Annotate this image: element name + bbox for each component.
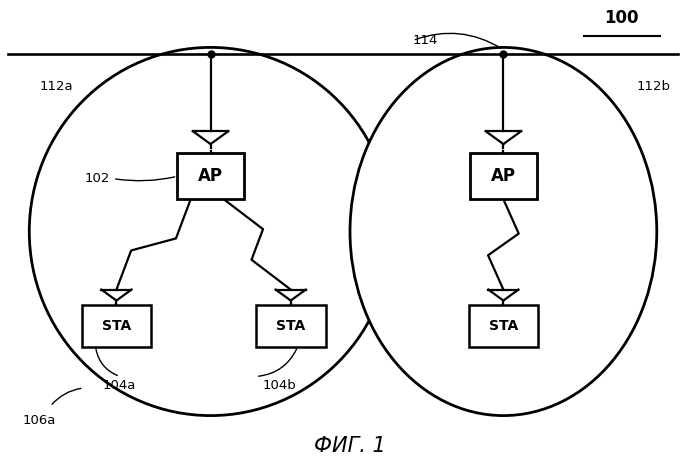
Text: AP: AP bbox=[198, 167, 223, 185]
FancyArrowPatch shape bbox=[415, 33, 501, 48]
Text: AP: AP bbox=[491, 167, 516, 185]
Text: STA: STA bbox=[276, 319, 305, 333]
FancyBboxPatch shape bbox=[82, 305, 151, 347]
Text: 100: 100 bbox=[605, 9, 639, 27]
Text: 106a: 106a bbox=[22, 414, 56, 427]
FancyBboxPatch shape bbox=[177, 153, 244, 199]
Ellipse shape bbox=[29, 47, 392, 416]
Text: 112b: 112b bbox=[637, 80, 671, 93]
Ellipse shape bbox=[350, 47, 657, 416]
Text: 114: 114 bbox=[413, 34, 438, 47]
FancyBboxPatch shape bbox=[256, 305, 326, 347]
Text: 104b: 104b bbox=[262, 379, 297, 392]
Text: STA: STA bbox=[489, 319, 518, 333]
Text: ФИГ. 1: ФИГ. 1 bbox=[314, 436, 386, 456]
Text: STA: STA bbox=[102, 319, 131, 333]
FancyBboxPatch shape bbox=[468, 305, 538, 347]
FancyBboxPatch shape bbox=[470, 153, 536, 199]
Text: 104a: 104a bbox=[102, 379, 136, 392]
Text: 112a: 112a bbox=[40, 80, 74, 93]
Text: 102: 102 bbox=[84, 172, 109, 185]
